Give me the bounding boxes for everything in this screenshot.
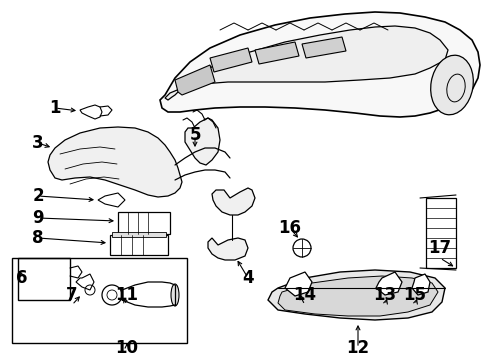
- Polygon shape: [255, 42, 299, 64]
- Text: 16: 16: [278, 219, 301, 237]
- Text: 11: 11: [116, 286, 139, 304]
- Text: 15: 15: [403, 286, 426, 304]
- FancyBboxPatch shape: [118, 212, 170, 234]
- Ellipse shape: [431, 55, 473, 115]
- Text: 6: 6: [16, 269, 28, 287]
- Polygon shape: [210, 48, 252, 72]
- Polygon shape: [160, 12, 480, 117]
- Ellipse shape: [171, 284, 179, 306]
- Polygon shape: [48, 127, 182, 197]
- Text: 5: 5: [189, 126, 201, 144]
- FancyBboxPatch shape: [112, 232, 166, 237]
- Text: 3: 3: [32, 134, 44, 152]
- Text: 7: 7: [66, 286, 78, 304]
- Text: 8: 8: [32, 229, 44, 247]
- Polygon shape: [285, 272, 312, 296]
- Text: 17: 17: [428, 239, 452, 257]
- Text: 14: 14: [294, 286, 317, 304]
- Polygon shape: [165, 26, 448, 100]
- Text: 1: 1: [49, 99, 61, 117]
- Polygon shape: [76, 274, 94, 290]
- Polygon shape: [412, 274, 430, 295]
- Text: 10: 10: [116, 339, 139, 357]
- Bar: [426, 198, 456, 268]
- FancyBboxPatch shape: [110, 235, 168, 255]
- Text: 12: 12: [346, 339, 369, 357]
- Polygon shape: [185, 118, 220, 165]
- Polygon shape: [208, 238, 248, 260]
- Polygon shape: [302, 37, 346, 58]
- Polygon shape: [376, 272, 402, 295]
- Text: 2: 2: [32, 187, 44, 205]
- Polygon shape: [98, 193, 125, 207]
- Text: 4: 4: [242, 269, 254, 287]
- Polygon shape: [175, 65, 215, 95]
- Polygon shape: [80, 105, 102, 119]
- Text: 9: 9: [32, 209, 44, 227]
- Text: 13: 13: [373, 286, 396, 304]
- Polygon shape: [212, 188, 255, 215]
- Bar: [12, 258, 187, 343]
- Polygon shape: [268, 270, 445, 320]
- FancyBboxPatch shape: [18, 258, 70, 300]
- Polygon shape: [278, 276, 438, 316]
